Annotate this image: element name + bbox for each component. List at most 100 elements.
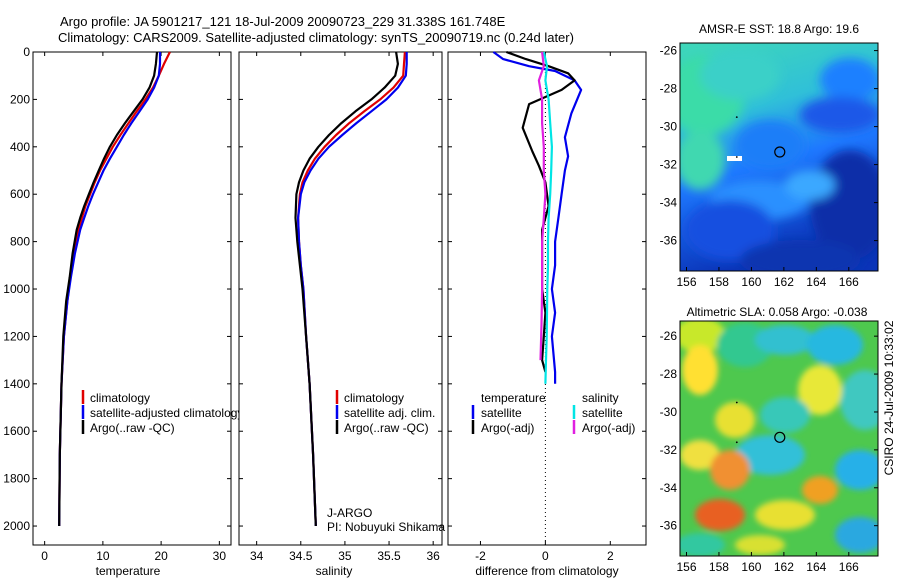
sst-map-xtick-label: 156 bbox=[676, 275, 696, 289]
sla-map-axes bbox=[679, 320, 879, 557]
difference-plot: -2 0 2 bbox=[448, 50, 646, 563]
sst-map-axes bbox=[679, 42, 879, 272]
figure-title-line-1: Argo profile: JA 5901217_121 18-Jul-2009… bbox=[60, 14, 506, 29]
sst-map-ytick-label: -32 bbox=[660, 158, 678, 172]
sla-map-ytick-label: -36 bbox=[660, 519, 678, 533]
temperature-ytick-label: 1000 bbox=[3, 282, 30, 296]
sst-map-ytick-label: -28 bbox=[660, 82, 678, 96]
difference-xtick-label: 2 bbox=[607, 549, 614, 563]
sst-map-argo-marker bbox=[774, 146, 786, 158]
sla-map-xtick-label: 160 bbox=[741, 560, 761, 574]
sla-map-ytick-label: -30 bbox=[660, 405, 678, 419]
pi-label: PI: Nobuyuki Shikama bbox=[327, 520, 445, 534]
sla-map-title: Altimetric SLA: 0.058 Argo: -0.038 bbox=[687, 305, 868, 319]
sla-map-axes-ticks: 156 158 160 162 164 166 -26 -28 -30 -32 -34 -36 bbox=[660, 329, 878, 574]
sst-map-xtick-label: 158 bbox=[709, 275, 729, 289]
legend-t-satellite-label: satellite bbox=[481, 406, 522, 420]
sst-map-ytick-label: -26 bbox=[660, 44, 678, 58]
temperature-xtick-label: 20 bbox=[154, 549, 168, 563]
temperature-panel: 0 200 400 600 800 1000 1200 1400 1600 1800 2000 0 10… bbox=[3, 45, 243, 578]
sla-map-coast-dot bbox=[735, 441, 738, 444]
temperature-ytick-label: 1600 bbox=[3, 424, 30, 438]
difference-series-temperature-satellite bbox=[492, 51, 583, 384]
sla-map-field bbox=[680, 321, 878, 556]
sst-map-title: AMSR-E SST: 18.8 Argo: 19.6 bbox=[699, 22, 859, 36]
temperature-plot: 0 200 400 600 800 1000 1200 1400 1600 1800 2000 0 10… bbox=[3, 45, 231, 563]
temperature-ytick-label: 1200 bbox=[3, 329, 30, 343]
sla-map-xtick-label: 158 bbox=[709, 560, 729, 574]
legend-climatology-label: climatology bbox=[90, 391, 150, 405]
legend-temperature-title: temperature bbox=[481, 391, 546, 405]
salinity-plot: 34 34.5 35 35.5 36 bbox=[239, 51, 442, 563]
difference-xtick-label: 0 bbox=[542, 549, 549, 563]
legend-argo-label: Argo(..raw -QC) bbox=[90, 421, 175, 435]
difference-series-temperature-argo-adj bbox=[506, 50, 576, 373]
legend-satellite-label: satellite-adjusted climatology bbox=[90, 406, 243, 420]
sla-map-ytick-label: -32 bbox=[660, 443, 678, 457]
temperature-ytick-label: 200 bbox=[10, 92, 30, 106]
salinity-xtick-label: 35.5 bbox=[377, 549, 401, 563]
sst-map-panel: AMSR-E SST: 18.8 Argo: 19.6 156 158 160 162… bbox=[660, 22, 879, 289]
temperature-axes bbox=[32, 51, 232, 546]
legend-salinity-title: salinity bbox=[582, 391, 619, 405]
sla-map-xtick-label: 166 bbox=[839, 560, 859, 574]
salinity-axes bbox=[238, 51, 443, 546]
temperature-series-argo-raw-qc bbox=[58, 51, 159, 527]
program-label: J-ARGO bbox=[327, 506, 372, 520]
sst-map-xtick-label: 160 bbox=[741, 275, 761, 289]
sst-map-cloud-gap bbox=[727, 156, 742, 161]
temperature-legend: climatology satellite-adjusted climatolo… bbox=[81, 390, 243, 435]
temperature-ytick-label: 1800 bbox=[3, 472, 30, 486]
sla-map-xtick-label: 164 bbox=[806, 560, 826, 574]
sst-map-ytick-label: -36 bbox=[660, 234, 678, 248]
salinity-legend: climatology satellite adj. clim. Argo(..… bbox=[335, 390, 435, 435]
sla-map-ytick-label: -34 bbox=[660, 481, 678, 495]
temperature-ytick-label: 0 bbox=[23, 45, 30, 59]
legend-s2-argo-label: Argo(-adj) bbox=[582, 421, 635, 435]
sla-map-ytick-label: -26 bbox=[660, 329, 678, 343]
temperature-ytick-label: 1400 bbox=[3, 377, 30, 391]
sst-map-coast-dot bbox=[735, 156, 738, 158]
legend-s-argo-label: Argo(..raw -QC) bbox=[344, 421, 429, 435]
salinity-xtick-label: 34 bbox=[250, 549, 264, 563]
sst-map-xtick-label: 166 bbox=[839, 275, 859, 289]
side-label: CSIRO 24-Jul-2009 10:33:02 bbox=[882, 320, 896, 475]
temperature-ytick-label: 400 bbox=[10, 140, 30, 154]
figure-title-line-2: Climatology: CARS2009. Satellite-adjuste… bbox=[58, 30, 574, 45]
sst-map-axes-ticks: 156 158 160 162 164 166 -26 -28 -30 -32 -34 -36 bbox=[660, 44, 878, 289]
temperature-ytick-label: 2000 bbox=[3, 519, 30, 533]
difference-series-salinity-argo-adj bbox=[537, 51, 547, 361]
sst-map-ytick-label: -34 bbox=[660, 196, 678, 210]
sla-map-xtick-label: 156 bbox=[676, 560, 696, 574]
sla-map-panel: Altimetric SLA: 0.058 Argo: -0.038 bbox=[660, 305, 879, 574]
salinity-xtick-label: 36 bbox=[426, 549, 440, 563]
difference-series-salinity-satellite bbox=[542, 51, 554, 384]
legend-s-satellite-label: satellite adj. clim. bbox=[344, 406, 435, 420]
sst-map-field bbox=[680, 43, 878, 271]
sst-map-ytick-label: -30 bbox=[660, 120, 678, 134]
temperature-ytick-label: 600 bbox=[10, 187, 30, 201]
sst-map-xtick-label: 164 bbox=[806, 275, 826, 289]
legend-s-climatology-label: climatology bbox=[344, 391, 404, 405]
temperature-xtick-label: 0 bbox=[41, 549, 48, 563]
legend-s2-satellite-label: satellite bbox=[582, 406, 623, 420]
temperature-xtick-label: 30 bbox=[213, 549, 227, 563]
salinity-xtick-label: 35 bbox=[338, 549, 352, 563]
difference-xtick-label: -2 bbox=[475, 549, 486, 563]
temperature-xlabel: temperature bbox=[96, 564, 161, 578]
sst-map-coast-dot bbox=[735, 116, 738, 118]
difference-legend: temperature satellite Argo(-adj) salinit… bbox=[471, 391, 635, 435]
sla-map-ytick-label: -28 bbox=[660, 367, 678, 381]
difference-panel: -2 0 2 difference from climatology tempera… bbox=[447, 50, 647, 578]
temperature-ytick-label: 800 bbox=[10, 235, 30, 249]
salinity-panel: 34 34.5 35 35.5 36 salinity climatology sate… bbox=[238, 51, 445, 578]
temperature-xtick-label: 10 bbox=[96, 549, 110, 563]
sla-map-xtick-label: 162 bbox=[774, 560, 794, 574]
salinity-xlabel: salinity bbox=[316, 564, 353, 578]
legend-t-argo-label: Argo(-adj) bbox=[481, 421, 534, 435]
sla-map-coast-dot bbox=[735, 401, 738, 404]
sla-map-argo-marker bbox=[774, 431, 786, 443]
salinity-xtick-label: 34.5 bbox=[289, 549, 313, 563]
sst-map-xtick-label: 162 bbox=[774, 275, 794, 289]
